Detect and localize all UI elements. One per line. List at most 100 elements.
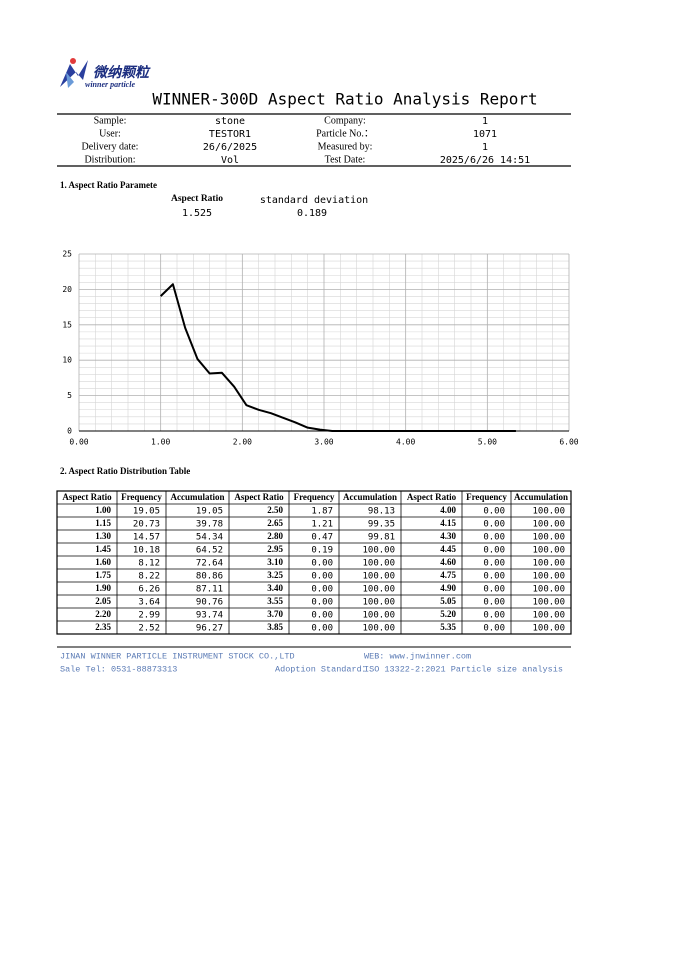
- table-cell: 0.47: [311, 533, 333, 543]
- param-value: 0.189: [297, 208, 327, 219]
- data-line: [159, 283, 516, 432]
- table-cell: 2.95: [267, 544, 283, 554]
- info-value: 2025/6/26 14:51: [440, 155, 530, 166]
- param-value: 1.525: [182, 208, 212, 219]
- table-cell: 4.90: [440, 583, 456, 593]
- table-cell: 100.00: [362, 559, 395, 569]
- table-cell: 100.00: [532, 611, 565, 621]
- table-cell: 1.45: [95, 544, 111, 554]
- x-tick-label: 0.00: [69, 438, 88, 447]
- table-cell: 4.00: [440, 505, 456, 515]
- table-cell: 0.00: [483, 598, 505, 608]
- column-header: Aspect Ratio: [62, 492, 112, 502]
- table-cell: 100.00: [362, 624, 395, 634]
- table-cell: 1.75: [95, 570, 111, 580]
- table-cell: 99.81: [368, 533, 395, 543]
- table-cell: 93.74: [196, 611, 223, 621]
- table-cell: 1.30: [95, 531, 111, 541]
- info-label: User:: [99, 128, 121, 139]
- table-cell: 0.00: [483, 624, 505, 634]
- footer-standard-label: Adoption Standard：: [275, 664, 370, 674]
- column-header: Frequency: [466, 492, 507, 502]
- table-cell: 5.35: [440, 622, 456, 632]
- table-cell: 100.00: [532, 533, 565, 543]
- y-tick-label: 0: [67, 427, 72, 436]
- table-cell: 3.85: [267, 622, 283, 632]
- table-cell: 0.00: [311, 611, 333, 621]
- info-label: Particle No.：: [316, 128, 374, 139]
- table-cell: 100.00: [362, 572, 395, 582]
- table-cell: 19.05: [196, 507, 223, 517]
- table-cell: 100.00: [362, 546, 395, 556]
- table-cell: 100.00: [532, 572, 565, 582]
- table-cell: 100.00: [532, 546, 565, 556]
- info-value: Vol: [221, 155, 239, 166]
- x-tick-label: 3.00: [314, 438, 333, 447]
- table-cell: 8.12: [138, 559, 160, 569]
- table-cell: 0.00: [311, 585, 333, 595]
- x-tick-label: 1.00: [151, 438, 170, 447]
- table-cell: 0.00: [311, 572, 333, 582]
- table-cell: 5.05: [440, 596, 456, 606]
- table-cell: 3.10: [267, 557, 283, 567]
- column-header: Frequency: [121, 492, 162, 502]
- x-tick-label: 2.00: [233, 438, 252, 447]
- y-tick-label: 25: [62, 250, 72, 259]
- table-cell: 4.60: [440, 557, 456, 567]
- table-cell: 0.00: [311, 624, 333, 634]
- column-header: Aspect Ratio: [407, 492, 457, 502]
- table-cell: 64.52: [196, 546, 223, 556]
- table-cell: 2.05: [95, 596, 111, 606]
- table-cell: 100.00: [532, 585, 565, 595]
- info-value: TESTOR1: [209, 129, 251, 140]
- table-cell: 3.25: [267, 570, 283, 580]
- table-cell: 1.21: [311, 520, 333, 530]
- logo-cn: 微纳颗粒: [93, 64, 151, 81]
- info-value: stone: [215, 116, 245, 127]
- report-title: WINNER-300D Aspect Ratio Analysis Report: [152, 90, 537, 109]
- info-value: 1: [482, 142, 488, 153]
- table-cell: 0.19: [311, 546, 333, 556]
- table-cell: 54.34: [196, 533, 223, 543]
- logo-mark: [60, 58, 88, 88]
- x-tick-label: 4.00: [396, 438, 415, 447]
- section-heading: 2. Aspect Ratio Distribution Table: [60, 466, 190, 476]
- table-cell: 1.15: [95, 518, 111, 528]
- table-cell: 19.05: [133, 507, 160, 517]
- table-border: [56, 490, 572, 635]
- table-cell: 100.00: [532, 624, 565, 634]
- x-tick-label: 6.00: [559, 438, 578, 447]
- footer-company: JINAN WINNER PARTICLE INSTRUMENT STOCK C…: [60, 651, 295, 661]
- y-tick-label: 5: [67, 391, 72, 400]
- info-label: Test Date:: [325, 154, 366, 165]
- table-cell: 1.90: [95, 583, 111, 593]
- table-cell: 0.00: [483, 559, 505, 569]
- table-cell: 2.99: [138, 611, 160, 621]
- info-value: 26/6/2025: [203, 142, 257, 153]
- table-cell: 96.27: [196, 624, 223, 634]
- table-cell: 0.00: [311, 559, 333, 569]
- column-header: Aspect Ratio: [234, 492, 284, 502]
- footer-standard: ISO 13322-2:2021 Particle size analysis: [364, 664, 563, 674]
- table-cell: 39.78: [196, 520, 223, 530]
- table-cell: 3.55: [267, 596, 283, 606]
- info-value: 1: [482, 116, 488, 127]
- table-cell: 4.75: [440, 570, 456, 580]
- table-cell: 20.73: [133, 520, 160, 530]
- column-header: Accumulation: [171, 492, 225, 502]
- table-cell: 3.64: [138, 598, 160, 608]
- table-cell: 8.22: [138, 572, 160, 582]
- table-cell: 2.50: [267, 505, 283, 515]
- table-cell: 99.35: [368, 520, 395, 530]
- table-cell: 2.65: [267, 518, 283, 528]
- table-cell: 72.64: [196, 559, 223, 569]
- x-tick-label: 5.00: [478, 438, 497, 447]
- table-cell: 4.45: [440, 544, 456, 554]
- footer-web: WEB: www.jnwinner.com: [364, 651, 471, 661]
- section-heading: 1. Aspect Ratio Paramete: [60, 180, 157, 190]
- table-cell: 100.00: [532, 559, 565, 569]
- info-label: Delivery date:: [82, 141, 139, 152]
- table-cell: 80.86: [196, 572, 223, 582]
- table-cell: 100.00: [362, 598, 395, 608]
